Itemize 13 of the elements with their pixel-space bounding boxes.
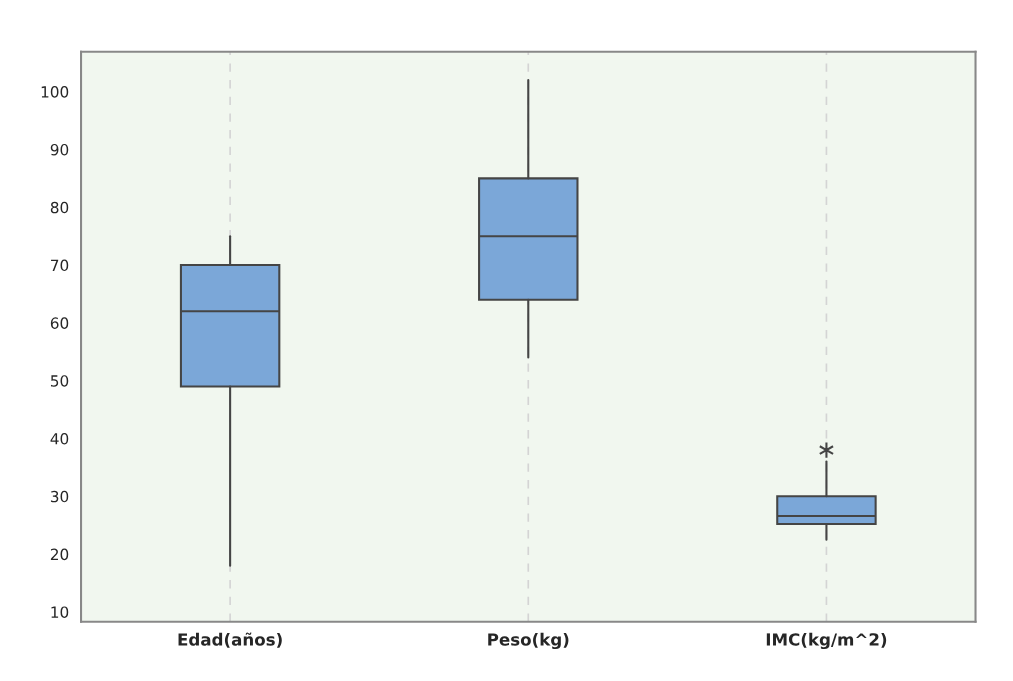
x-tick-label: IMC(kg/m^2): [766, 632, 887, 650]
y-tick-label: 100: [41, 86, 69, 98]
x-tick-label: Edad(años): [178, 632, 282, 648]
y-tick-label: 20: [50, 548, 69, 561]
y-tick-label: 50: [50, 375, 69, 387]
y-tick-label: 70: [51, 259, 69, 272]
y-tick-label: 40: [50, 432, 69, 445]
x-tick-label: Peso(kg): [488, 632, 569, 650]
y-tick-label: 10: [51, 606, 69, 618]
y-tick-label: 90: [50, 143, 69, 156]
y-tick-label: 80: [50, 201, 69, 214]
y-tick-label: 60: [50, 317, 69, 329]
y-tick-label: 30: [50, 490, 69, 503]
